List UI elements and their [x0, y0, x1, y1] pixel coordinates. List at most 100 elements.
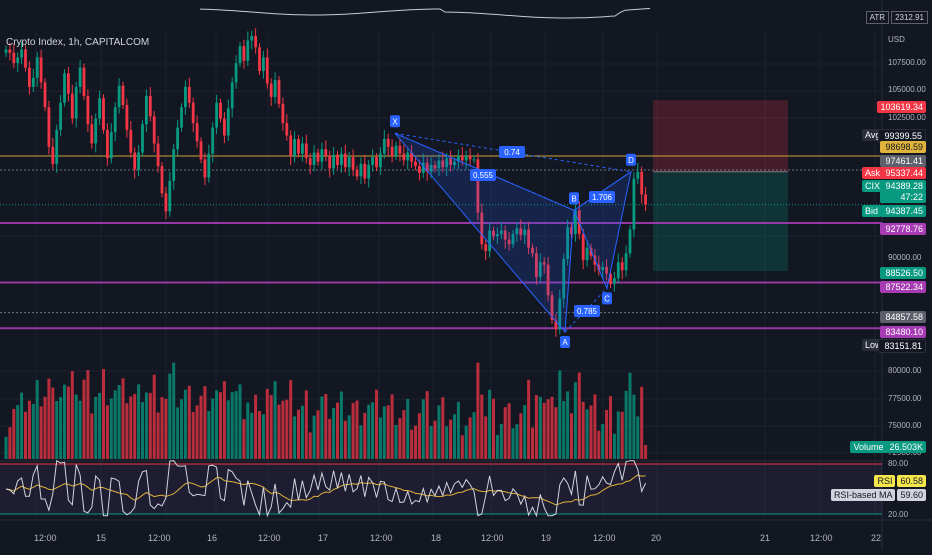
- volume-bar: [312, 415, 316, 459]
- volume-bar: [180, 399, 183, 459]
- volume-bar: [183, 389, 187, 459]
- time-tick: 12:00: [481, 533, 504, 543]
- price-marker-value: 97461.41: [880, 155, 926, 167]
- price-marker-value: 88526.50: [880, 267, 926, 279]
- take-profit-zone: [653, 171, 788, 272]
- volume-bar: [273, 381, 277, 459]
- volume-bar: [246, 402, 250, 459]
- candle-body: [180, 107, 183, 128]
- volume-bar: [503, 407, 507, 459]
- volume-bar: [66, 386, 70, 459]
- candle-body: [616, 262, 620, 279]
- time-tick: 12:00: [810, 533, 833, 543]
- candle-body: [55, 129, 59, 164]
- volume-bar: [141, 402, 144, 459]
- volume-bar: [117, 385, 121, 459]
- candle-body: [74, 86, 78, 119]
- volume-bar: [219, 392, 222, 459]
- candle-body: [121, 85, 125, 105]
- symbol-label[interactable]: Crypto Index, 1h, CAPITALCOM: [6, 37, 150, 48]
- volume-bar: [308, 432, 312, 459]
- volume-bar: [570, 413, 573, 459]
- candle-body: [382, 138, 386, 154]
- volume-bar: [585, 409, 589, 459]
- candle-body: [226, 108, 230, 136]
- candle-body: [581, 234, 585, 261]
- volume-bar: [250, 412, 254, 459]
- volume-bar: [55, 401, 59, 459]
- candle-body: [199, 141, 203, 160]
- volume-bar: [507, 403, 511, 459]
- candle-body: [39, 57, 43, 83]
- volume-bar: [300, 405, 304, 459]
- volume-bar: [35, 380, 39, 459]
- candle-body: [519, 228, 523, 236]
- pattern-point-b: B: [571, 194, 576, 203]
- volume-bar: [542, 402, 546, 459]
- candle-body: [215, 102, 218, 128]
- candle-body: [211, 127, 215, 154]
- time-tick: 16: [206, 533, 217, 543]
- volume-bar: [8, 427, 12, 459]
- candle-body: [585, 247, 589, 261]
- candle-body: [254, 35, 257, 48]
- volume-bar: [152, 374, 156, 459]
- candle-body: [31, 77, 35, 87]
- candle-body: [480, 212, 484, 245]
- candle-body: [16, 57, 20, 64]
- volume-bar: [191, 412, 195, 459]
- price-marker-label: CIX: [862, 180, 884, 192]
- volume-bar: [277, 404, 281, 459]
- volume-bar: [554, 407, 558, 459]
- volume-bar: [47, 378, 51, 459]
- candle-body: [191, 102, 195, 124]
- volume-bar: [343, 420, 347, 459]
- volume-bar: [164, 398, 168, 459]
- volume-bar: [417, 413, 421, 459]
- volume-bar: [386, 405, 390, 459]
- pattern-point-a-marker: [560, 335, 570, 348]
- candle-body: [546, 264, 550, 296]
- volume-bar: [339, 391, 343, 459]
- pattern-ratio-line: [394, 132, 632, 173]
- candle-body: [70, 93, 74, 119]
- candle-body: [156, 143, 160, 167]
- volume-bar: [558, 370, 562, 459]
- pattern-ratio-label: 0.74: [504, 148, 520, 157]
- candle-body: [273, 80, 277, 98]
- volume-bar: [351, 402, 355, 459]
- volume-bar: [199, 395, 203, 459]
- candle-body: [429, 164, 433, 172]
- volume-bar: [109, 398, 113, 459]
- candle-body: [390, 146, 394, 156]
- volume-bar: [632, 394, 636, 459]
- candle-body: [375, 157, 378, 168]
- candle-body: [386, 138, 390, 147]
- candle-body: [304, 143, 308, 159]
- volume-bar: [453, 414, 456, 459]
- candle-body: [414, 161, 417, 167]
- price-marker-value: 98698.59: [880, 141, 926, 153]
- candle-body: [152, 116, 156, 144]
- rsi-ma-line: [5, 474, 646, 506]
- volume-bar: [429, 426, 433, 459]
- volume-bar: [577, 372, 581, 459]
- volume-bar: [620, 411, 624, 459]
- pattern-xab: [394, 132, 575, 334]
- candle-body: [281, 103, 285, 124]
- time-tick: 15: [95, 533, 106, 543]
- candle-body: [125, 104, 129, 130]
- candle-body: [168, 180, 172, 212]
- volume-tick: 80000.00: [888, 366, 922, 375]
- candle-body: [258, 47, 261, 72]
- candle-body: [187, 86, 191, 103]
- candle-body: [4, 49, 8, 53]
- volume-bar: [113, 390, 117, 459]
- price-marker-value: 92778.76: [880, 223, 926, 235]
- candle-body: [351, 157, 355, 170]
- volume-bar: [226, 400, 230, 459]
- candle-body: [453, 161, 456, 165]
- candle-body: [570, 227, 573, 235]
